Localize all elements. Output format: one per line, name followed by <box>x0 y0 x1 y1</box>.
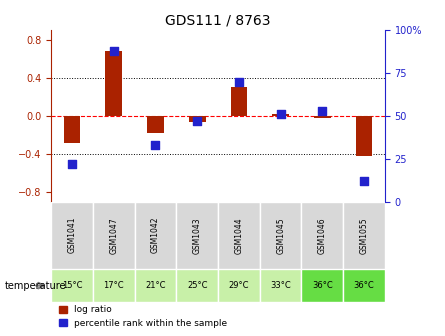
Bar <box>51 269 93 302</box>
Bar <box>272 114 289 116</box>
Text: GSM1044: GSM1044 <box>235 217 243 254</box>
Bar <box>314 116 331 118</box>
Point <box>277 112 284 117</box>
Text: 33°C: 33°C <box>270 281 291 290</box>
Text: GSM1042: GSM1042 <box>151 217 160 253</box>
Point <box>152 142 159 148</box>
Legend: log ratio, percentile rank within the sample: log ratio, percentile rank within the sa… <box>56 302 231 332</box>
Bar <box>93 202 135 269</box>
Text: GSM1055: GSM1055 <box>360 217 368 254</box>
Bar <box>260 202 302 269</box>
Point <box>319 108 326 114</box>
Text: GSM1041: GSM1041 <box>68 217 77 253</box>
Bar <box>135 202 176 269</box>
Point <box>360 178 368 184</box>
Text: GSM1045: GSM1045 <box>276 217 285 254</box>
Bar <box>343 269 385 302</box>
Bar <box>176 202 218 269</box>
Text: 15°C: 15°C <box>62 281 82 290</box>
Bar <box>260 269 302 302</box>
Bar <box>135 269 176 302</box>
Text: GSM1046: GSM1046 <box>318 217 327 254</box>
Point <box>69 161 76 167</box>
Bar <box>343 202 385 269</box>
Bar <box>302 202 343 269</box>
Point <box>194 118 201 124</box>
Bar <box>218 269 260 302</box>
Text: 36°C: 36°C <box>312 281 333 290</box>
Text: temperature: temperature <box>4 281 66 291</box>
Text: 36°C: 36°C <box>354 281 374 290</box>
Bar <box>176 269 218 302</box>
Bar <box>189 116 206 122</box>
Bar <box>302 269 343 302</box>
Text: GSM1043: GSM1043 <box>193 217 202 254</box>
Text: 21°C: 21°C <box>145 281 166 290</box>
Text: 17°C: 17°C <box>103 281 124 290</box>
Title: GDS111 / 8763: GDS111 / 8763 <box>165 14 271 28</box>
Point <box>110 48 117 53</box>
Text: 29°C: 29°C <box>229 281 249 290</box>
Bar <box>64 116 81 142</box>
Bar <box>51 202 93 269</box>
Text: GSM1047: GSM1047 <box>109 217 118 254</box>
Bar <box>231 87 247 116</box>
Point <box>235 79 243 84</box>
Bar <box>93 269 135 302</box>
Bar <box>147 116 164 133</box>
Text: 25°C: 25°C <box>187 281 207 290</box>
Bar <box>218 202 260 269</box>
Bar <box>105 51 122 116</box>
Bar <box>356 116 372 156</box>
